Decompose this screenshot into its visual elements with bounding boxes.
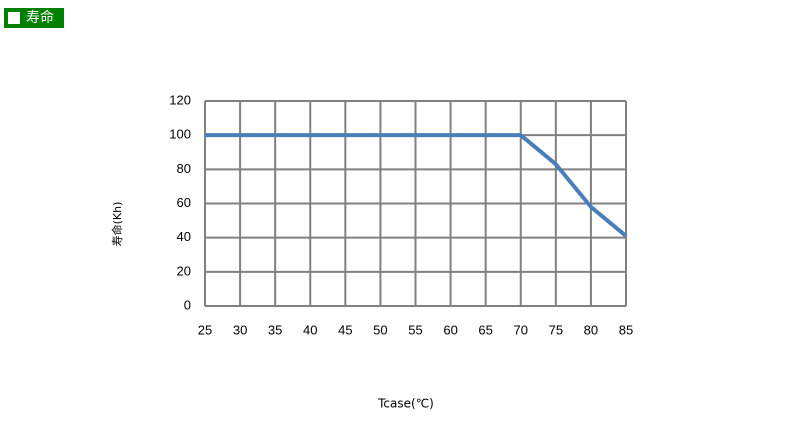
header-icon <box>8 12 20 24</box>
x-tick-label: 65 <box>478 322 492 337</box>
x-tick-label: 55 <box>408 322 422 337</box>
y-tick-label: 120 <box>169 92 191 107</box>
x-tick-label: 75 <box>549 322 563 337</box>
y-axis-label: 寿命(Kh) <box>110 202 124 247</box>
y-tick-label: 80 <box>177 161 191 176</box>
x-tick-label: 40 <box>303 322 317 337</box>
chart-title: 寿命 <box>26 9 54 26</box>
x-tick-label: 25 <box>198 322 212 337</box>
y-tick-label: 0 <box>184 297 191 312</box>
x-axis-label: Tcase(℃) <box>377 397 434 411</box>
x-tick-label: 70 <box>514 322 528 337</box>
x-tick-label: 30 <box>233 322 247 337</box>
y-tick-label: 40 <box>177 229 191 244</box>
y-tick-label: 60 <box>177 195 191 210</box>
x-tick-label: 50 <box>373 322 387 337</box>
y-tick-label: 20 <box>177 263 191 278</box>
x-tick-label: 35 <box>268 322 282 337</box>
x-tick-label: 60 <box>443 322 457 337</box>
x-tick-label: 85 <box>619 322 633 337</box>
line-series <box>205 133 628 238</box>
x-tick-label: 45 <box>338 322 352 337</box>
x-tick-label: 80 <box>584 322 598 337</box>
y-tick-label: 100 <box>169 127 191 142</box>
